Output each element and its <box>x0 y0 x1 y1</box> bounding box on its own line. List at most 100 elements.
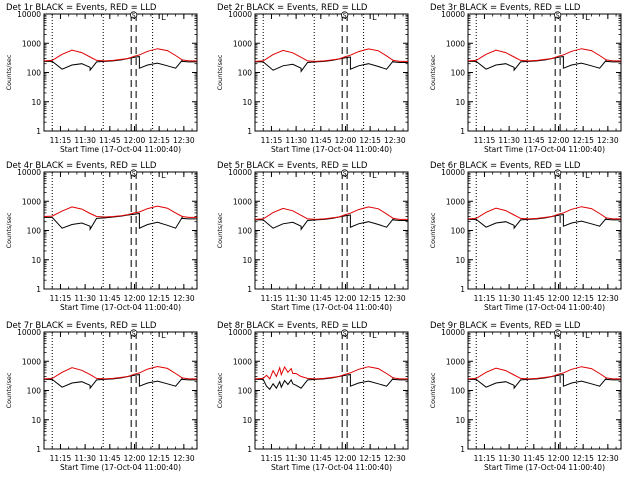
x-tick-label: 12:00 <box>548 294 570 303</box>
y-tick-label: 1000 <box>446 197 465 206</box>
y-tick-label: 100 <box>27 69 42 78</box>
panel-det-1: Det 1r BLACK = Events, RED = LLD 1 10 100 10… <box>5 3 198 154</box>
x-tick-label: 11:15 <box>50 136 72 145</box>
x-tick-label: 12:30 <box>384 454 406 463</box>
panel-det-5: Det 5r BLACK = Events, RED = LLD 1 10 100 10… <box>216 161 409 312</box>
x-tick-label: 11:30 <box>74 294 96 303</box>
y-axis-label: Counts/sec <box>216 372 224 408</box>
x-axis-label: Start Time (17-Oct-04 11:00:40) <box>60 145 181 154</box>
x-tick-label: 11:30 <box>498 294 520 303</box>
y-tick-label: 100 <box>238 387 253 396</box>
plot-frame <box>467 331 622 450</box>
panel-title: Det 5r BLACK = Events, RED = LLD <box>217 161 368 171</box>
plot-frame <box>43 13 198 132</box>
sun-marker-circle <box>341 329 349 337</box>
y-tick-label: 10000 <box>228 10 252 19</box>
y-tick-label: 1 <box>247 285 252 294</box>
y-tick-label: 1000 <box>446 39 465 48</box>
plot-frame <box>254 13 409 132</box>
x-tick-label: 11:15 <box>261 294 283 303</box>
series-lld-line <box>254 48 408 62</box>
y-axis-label: Counts/sec <box>429 212 437 248</box>
panel-title: Det 7r BLACK = Events, RED = LLD <box>6 321 157 331</box>
x-tick-label: 12:30 <box>384 136 406 145</box>
x-tick-label: 11:45 <box>310 454 332 463</box>
x-tick-label: 12:15 <box>359 454 381 463</box>
panel-det-2: Det 2r BLACK = Events, RED = LLD 1 10 100 10… <box>216 3 409 154</box>
x-tick-label: 12:15 <box>359 294 381 303</box>
x-tick-label: 12:00 <box>335 454 357 463</box>
y-axis-label: Counts/sec <box>216 212 224 248</box>
x-tick-label: 12:15 <box>359 136 381 145</box>
plot-frame <box>43 171 198 290</box>
sun-marker-label: S <box>556 13 560 20</box>
y-tick-label: 10 <box>455 416 465 425</box>
bracket-label: L <box>161 13 166 22</box>
sun-marker-label: S <box>343 171 347 178</box>
x-tick-label: 11:30 <box>498 136 520 145</box>
y-tick-label: 10 <box>31 98 41 107</box>
x-tick-label: 11:30 <box>74 136 96 145</box>
y-tick-label: 1 <box>460 285 465 294</box>
y-tick-label: 100 <box>238 69 253 78</box>
y-axis-label: Counts/sec <box>5 372 13 408</box>
panel-title: Det 1r BLACK = Events, RED = LLD <box>6 3 157 13</box>
plot-frame <box>254 331 409 450</box>
x-tick-label: 11:15 <box>474 294 496 303</box>
series-lld-line <box>43 205 197 218</box>
x-tick-label: 12:00 <box>548 454 570 463</box>
y-axis-label: Counts/sec <box>429 372 437 408</box>
x-tick-label: 12:30 <box>597 294 619 303</box>
y-tick-label: 10 <box>242 416 252 425</box>
series-events-line <box>255 56 408 73</box>
series-lld-line <box>467 206 621 220</box>
panel-title: Det 9r BLACK = Events, RED = LLD <box>430 321 581 331</box>
sun-marker-label: S <box>556 331 560 338</box>
x-tick-label: 11:45 <box>310 294 332 303</box>
series-events-line <box>44 56 197 72</box>
x-axis-label: Start Time (17-Oct-04 11:00:40) <box>60 463 181 472</box>
y-tick-label: 100 <box>238 227 253 236</box>
y-tick-label: 1000 <box>233 357 252 366</box>
y-tick-label: 1 <box>36 285 41 294</box>
y-tick-label: 1 <box>247 445 252 454</box>
x-tick-label: 11:30 <box>498 454 520 463</box>
x-tick-label: 11:45 <box>523 294 545 303</box>
x-axis-label: Start Time (17-Oct-04 11:00:40) <box>484 145 605 154</box>
y-tick-label: 10000 <box>17 328 41 337</box>
plot-frame <box>43 331 198 450</box>
panel-det-3: Det 3r BLACK = Events, RED = LLD 1 10 100 10… <box>429 3 622 154</box>
sun-marker-circle <box>554 11 562 19</box>
y-tick-label: 1000 <box>446 357 465 366</box>
sun-marker-circle <box>341 11 349 19</box>
y-tick-label: 1 <box>247 127 252 136</box>
x-axis-label: Start Time (17-Oct-04 11:00:40) <box>60 303 181 312</box>
y-tick-label: 10 <box>242 98 252 107</box>
y-tick-label: 10000 <box>17 168 41 177</box>
x-tick-label: 12:30 <box>384 294 406 303</box>
x-tick-label: 12:15 <box>148 454 170 463</box>
sun-marker-circle <box>130 169 138 177</box>
x-tick-label: 11:45 <box>523 454 545 463</box>
panel-title: Det 3r BLACK = Events, RED = LLD <box>430 3 581 13</box>
x-tick-label: 12:00 <box>124 294 146 303</box>
panel-det-7: Det 7r BLACK = Events, RED = LLD 1 10 100 10… <box>5 321 198 472</box>
plot-frame <box>254 171 409 290</box>
sun-marker-circle <box>341 169 349 177</box>
x-tick-label: 11:15 <box>50 294 72 303</box>
series-events-line <box>468 214 621 230</box>
sun-marker-label: S <box>132 13 136 20</box>
y-tick-label: 10000 <box>17 10 41 19</box>
y-tick-label: 1 <box>36 127 41 136</box>
plot-frame <box>467 171 622 290</box>
series-lld-line <box>254 206 408 220</box>
y-tick-label: 10000 <box>441 10 465 19</box>
series-lld-line <box>467 366 621 380</box>
x-tick-label: 11:45 <box>99 454 121 463</box>
y-tick-label: 10000 <box>228 328 252 337</box>
sun-marker-circle <box>130 11 138 19</box>
series-events-line <box>255 374 408 391</box>
x-tick-label: 12:00 <box>335 136 357 145</box>
sun-marker-label: S <box>132 171 136 178</box>
